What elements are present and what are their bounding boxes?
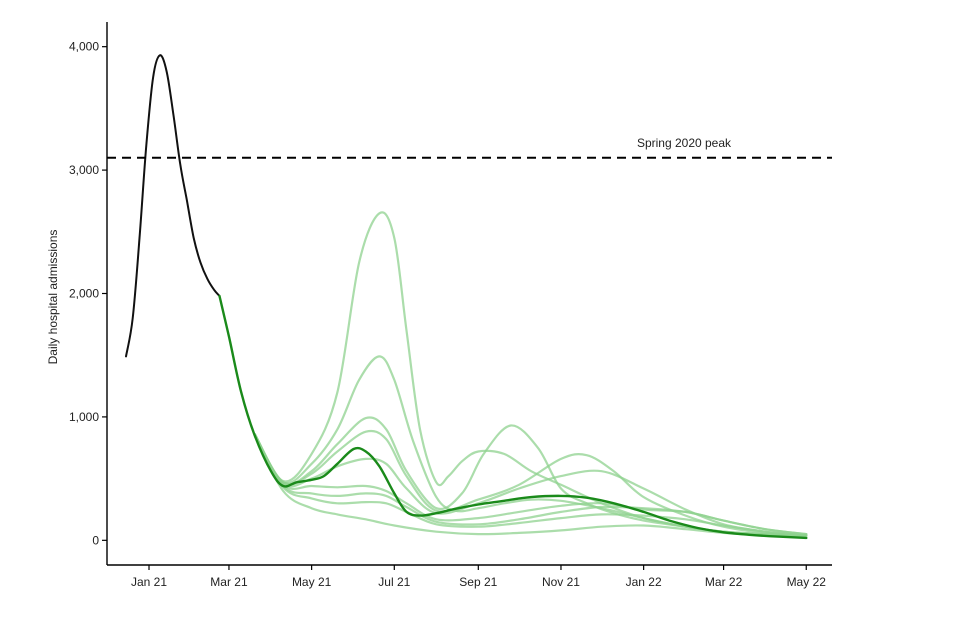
y-tick-label: 4,000 <box>69 40 99 54</box>
x-tick-label: Jan 21 <box>131 575 167 589</box>
scenario-line <box>253 433 808 536</box>
x-tick-label: Jul 21 <box>378 575 410 589</box>
x-tick-label: Mar 21 <box>210 575 248 589</box>
y-tick-label: 1,000 <box>69 410 99 424</box>
y-tick-label: 0 <box>92 533 99 547</box>
scenario-line <box>253 429 808 537</box>
scenario-line <box>253 434 808 538</box>
scenario-line <box>253 355 808 537</box>
x-tick-label: May 21 <box>292 575 332 589</box>
x-tick-label: Sep 21 <box>459 575 497 589</box>
x-tick-label: Mar 22 <box>705 575 743 589</box>
observed-line <box>125 54 221 358</box>
main-lines <box>125 54 808 540</box>
y-axis-title: Daily hospital admissions <box>46 230 60 365</box>
scenario-line <box>253 433 808 537</box>
y-axis-ticks: 0 1,000 2,000 3,000 4,000 <box>69 40 107 547</box>
y-tick-label: 2,000 <box>69 287 99 301</box>
y-tick-label: 3,000 <box>69 163 99 177</box>
scenario-line <box>253 416 808 537</box>
x-axis-ticks: Jan 21 Mar 21 May 21 Jul 21 Sep 21 Nov 21 Jan … <box>131 565 826 589</box>
scenario-lines <box>253 211 808 538</box>
x-tick-label: Nov 21 <box>542 575 580 589</box>
central-line <box>218 294 808 540</box>
reference-line-label: Spring 2020 peak <box>637 136 732 150</box>
x-tick-label: Jan 22 <box>626 575 662 589</box>
x-tick-label: May 22 <box>787 575 827 589</box>
